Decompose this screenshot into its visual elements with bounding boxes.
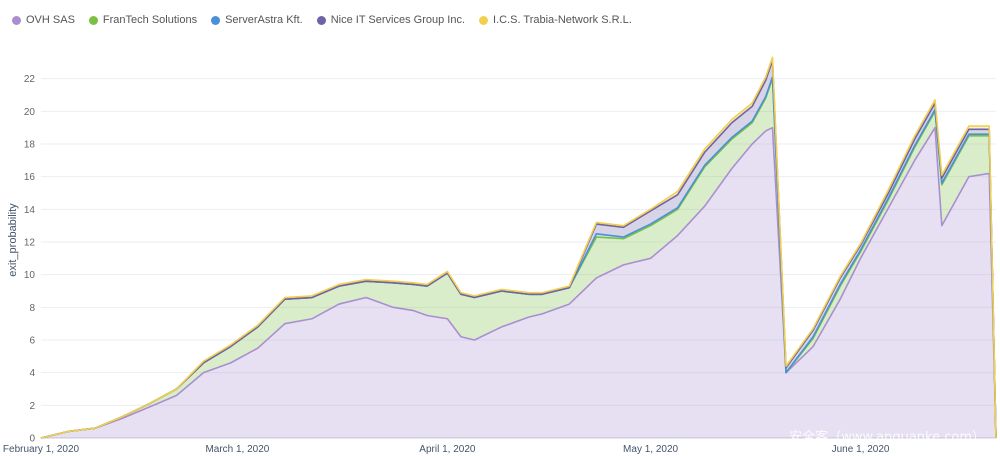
x-tick-label: March 1, 2020 bbox=[205, 444, 269, 455]
y-tick-label: 12 bbox=[24, 238, 36, 249]
line-ovh-sas bbox=[40, 126, 997, 439]
y-tick-label: 14 bbox=[24, 205, 36, 216]
y-axis-label: exit_probability bbox=[7, 203, 19, 277]
y-tick-label: 4 bbox=[29, 368, 35, 379]
legend-swatch bbox=[88, 15, 98, 25]
watermark-text: 安全客（www.anquanke.com） bbox=[789, 429, 985, 445]
line-i-c-s-trabia-network-s-r-l bbox=[40, 56, 997, 439]
y-tick-label: 16 bbox=[24, 172, 36, 183]
x-tick-label: May 1, 2020 bbox=[623, 444, 678, 455]
legend-swatch bbox=[479, 15, 489, 25]
x-tick-label: April 1, 2020 bbox=[419, 444, 476, 455]
x-tick-label: February 1, 2020 bbox=[3, 444, 80, 455]
series-areas bbox=[41, 57, 996, 439]
legend-label: I.C.S. Trabia-Network S.R.L. bbox=[493, 14, 632, 26]
x-tick-label: June 1, 2020 bbox=[832, 444, 890, 455]
legend-swatch bbox=[316, 15, 326, 25]
y-tick-label: 18 bbox=[24, 140, 36, 151]
y-tick-label: 20 bbox=[24, 107, 36, 118]
y-tick-label: 22 bbox=[24, 74, 36, 85]
legend-swatch bbox=[12, 15, 21, 25]
legend-label: ServerAstra Kft. bbox=[225, 14, 303, 26]
legend-swatch bbox=[211, 15, 221, 25]
legend-item-nice-it-services-group-inc[interactable]: Nice IT Services Group Inc. bbox=[316, 14, 466, 26]
y-tick-label: 10 bbox=[24, 270, 36, 281]
grid-lines bbox=[41, 78, 996, 439]
chart-legend: OVH SAS FranTech Solutions ServerAstra Kft… bbox=[12, 14, 632, 26]
y-tick-label: 0 bbox=[29, 434, 35, 445]
area-ovh-sas bbox=[41, 127, 996, 439]
y-tick-label: 8 bbox=[29, 303, 35, 314]
legend-item-frantech-solutions[interactable]: FranTech Solutions bbox=[88, 14, 198, 26]
series-lines bbox=[40, 56, 997, 439]
line-nice-it-services-group-inc bbox=[40, 59, 997, 439]
legend-label: FranTech Solutions bbox=[102, 14, 198, 26]
legend-item-i-c-s-trabia-network-s-r-l[interactable]: I.C.S. Trabia-Network S.R.L. bbox=[479, 14, 632, 26]
legend-label: Nice IT Services Group Inc. bbox=[330, 14, 466, 26]
legend-item-serverastra-kft[interactable]: ServerAstra Kft. bbox=[211, 14, 303, 26]
y-axis-ticks: 0 2 4 6 8 10 12 14 16 18 20 22 bbox=[24, 74, 36, 444]
legend-item-ovh-sas[interactable]: OVH SAS bbox=[12, 14, 75, 26]
legend-label: OVH SAS bbox=[26, 14, 75, 26]
y-tick-label: 2 bbox=[29, 401, 35, 412]
x-axis-ticks: February 1, 2020 March 1, 2020 April 1, 20… bbox=[3, 444, 890, 455]
y-tick-label: 6 bbox=[29, 336, 35, 347]
